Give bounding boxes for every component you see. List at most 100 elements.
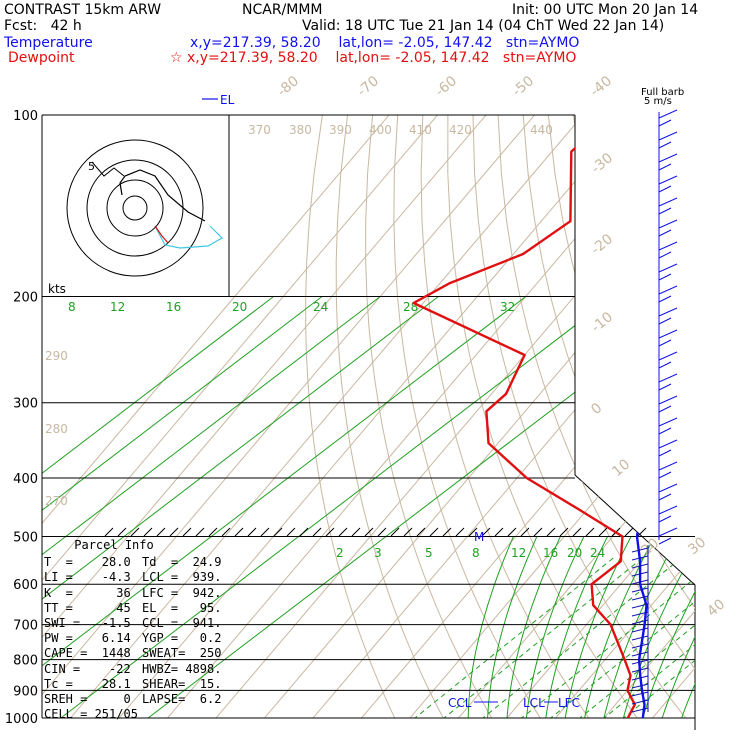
valid-time: Valid: 18 UTC Tue 21 Jan 14 (04 ChT Wed …: [302, 18, 665, 34]
lfc-label: LFC: [558, 696, 580, 710]
isotherm-label: -60: [432, 73, 460, 100]
isotherm-label: -30: [588, 150, 616, 177]
isotherm-label: -40: [587, 73, 615, 100]
mixing-ratio-label: 5: [425, 546, 433, 560]
wind-barb-half: [658, 317, 672, 325]
hatch-mark: [429, 527, 439, 537]
theta-label: 420: [449, 123, 472, 137]
wind-barb: [658, 351, 678, 361]
wind-barb: [658, 175, 678, 185]
mixing-ratio-label: 16: [166, 300, 181, 314]
wind-barb-low: [631, 659, 649, 665]
adiabat-line: [472, 115, 695, 718]
el-label: EL: [220, 93, 235, 107]
wind-barb-low: [631, 619, 649, 625]
moist-adiabat-line: [562, 536, 632, 718]
hatch-mark: [351, 527, 361, 537]
isotherm-label: -10: [588, 309, 616, 336]
wind-barb-half: [658, 471, 672, 479]
pressure-label: 600: [13, 578, 38, 593]
isotherm-line: [253, 115, 695, 718]
parcel-value: SWEAT= 250: [142, 646, 222, 661]
temperature-label: Temperature: [4, 35, 93, 51]
wind-barb-half: [658, 427, 672, 435]
wind-barb: [658, 439, 678, 449]
adiabat-line: [572, 115, 695, 718]
theta-label: 390: [329, 123, 352, 137]
wind-barb: [658, 505, 678, 515]
isotherm-line: [107, 115, 644, 718]
adiabat-line: [447, 115, 648, 718]
dewpoint-line: [412, 115, 636, 718]
mixing-ratio-dashed-line: [505, 556, 695, 718]
hatch-mark: [416, 527, 426, 537]
wind-barb-half: [658, 229, 672, 237]
hodograph-inner-ring: [122, 195, 148, 221]
hatch-mark: [260, 527, 270, 537]
theta-label: 290: [45, 349, 68, 363]
parcel-value: CIN = -22: [44, 661, 131, 676]
wind-barb-half: [658, 119, 672, 127]
adiabat-line: [522, 115, 695, 718]
adiabat-line: [547, 115, 695, 718]
theta-label: 380: [289, 123, 312, 137]
parcel-row: CIN = -22 HWBZ= 4898.: [44, 662, 244, 677]
parcel-value: SHEAR= 15.: [142, 676, 222, 691]
kts-label: kts: [48, 282, 66, 296]
hodograph-ring: [66, 139, 204, 277]
lcl-label: LCL: [523, 696, 545, 710]
moist-adiabat-line: [676, 536, 695, 718]
parcel-row: K = 36 LFC = 942.: [44, 586, 244, 601]
parcel-value: LCL = 939.: [142, 570, 222, 585]
moist-adiabat-line: [581, 536, 655, 718]
dewpoint-location: ☆ x,y=217.39, 58.20 lat,lon= -2.05, 147.…: [170, 50, 577, 66]
wind-barb-half: [658, 339, 672, 347]
pressure-label: 100: [13, 109, 38, 124]
parcel-value: LFC = 942.: [142, 585, 222, 600]
hatch-mark: [455, 527, 465, 537]
parcel-value: SREH = 0: [44, 692, 131, 707]
isotherm-label: 0: [588, 400, 605, 418]
hodograph-trace: [119, 169, 206, 222]
mixing-ratio-line: [42, 296, 323, 718]
wind-barb-low: [631, 579, 649, 585]
hatch-mark: [182, 527, 192, 537]
parcel-value: EL = 95.: [142, 600, 222, 615]
hatch-mark: [494, 527, 504, 537]
moist-adiabat-line: [467, 536, 514, 718]
hatch-mark: [338, 527, 348, 537]
series-group: [412, 115, 648, 718]
parcel-value: CAPE = 1448: [44, 646, 131, 661]
wind-barb-low: [631, 651, 649, 657]
hatch-mark: [585, 527, 595, 537]
wind-barb-half: [658, 515, 672, 523]
frame-edge: [574, 474, 696, 730]
pressure-label: 400: [13, 472, 38, 487]
wind-barb-half: [658, 361, 672, 369]
isotherm-line: [42, 115, 450, 718]
hatch-mark: [273, 527, 283, 537]
theta-label: 370: [248, 123, 271, 137]
mixing-ratio-dashed-line: [563, 556, 695, 718]
adiabat-line: [365, 115, 500, 718]
hatch-mark: [195, 527, 205, 537]
pressure-label: 900: [13, 684, 38, 699]
moist-adiabat-line: [543, 536, 608, 718]
isotherm-line: [495, 115, 695, 718]
hodograph-low-segment: [154, 225, 169, 244]
adiabat-group: [305, 115, 695, 718]
isotherm-line: [350, 115, 695, 718]
hodograph-upper-trace: [91, 161, 125, 177]
adiabat-line: [305, 115, 402, 718]
wind-barb-low: [631, 667, 649, 673]
adiabat-line: [623, 115, 695, 718]
parcel-info-title: Parcel Info: [74, 538, 154, 552]
wind-barb-low: [631, 563, 649, 569]
parcel-row: TT = 45 EL = 95.: [44, 601, 244, 616]
hatch-mark: [481, 527, 491, 537]
isotherm-label: -20: [588, 231, 616, 258]
wind-barb-low: [631, 627, 649, 633]
hatch-mark: [117, 527, 127, 537]
